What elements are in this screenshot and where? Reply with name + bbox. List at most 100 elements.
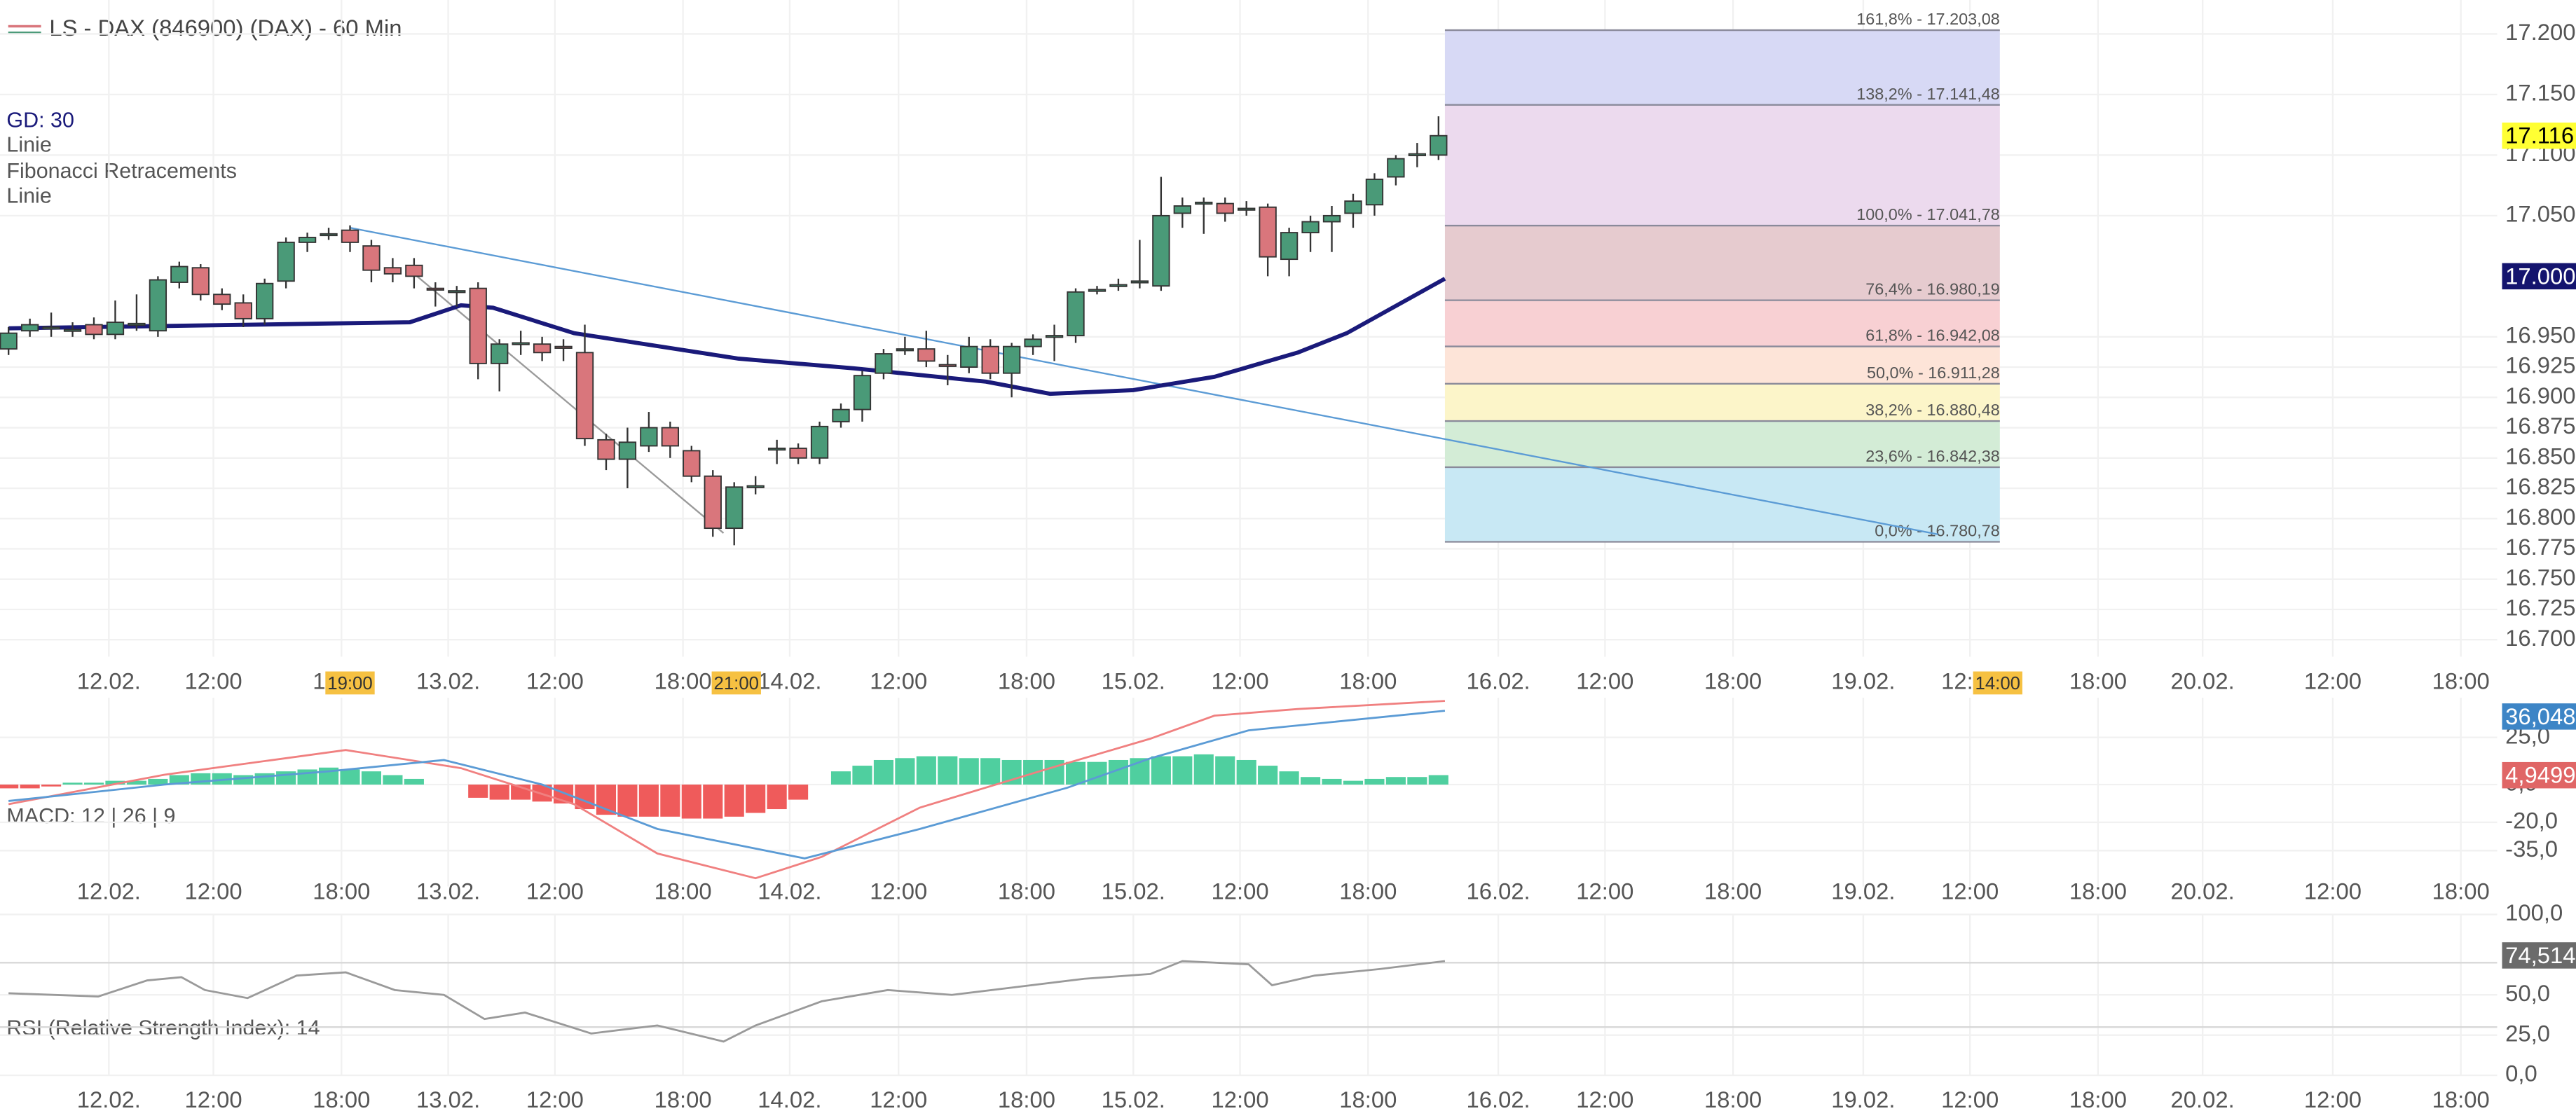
x-tick-label: 18:00 bbox=[1704, 878, 1762, 904]
candle-body bbox=[661, 427, 680, 447]
fib-label: 100,0% - 17.041,78 bbox=[1856, 205, 2000, 223]
trend-line bbox=[409, 269, 725, 534]
x-tick-label: 12:00 bbox=[2304, 1086, 2362, 1112]
x-tick-label: 18:00 bbox=[313, 878, 370, 904]
x-tick-label: 13.02. bbox=[416, 1086, 480, 1112]
y-tick-label: 50,0 bbox=[2505, 980, 2550, 1006]
macd-bar bbox=[1172, 756, 1193, 785]
x-tick-label: 12:00 bbox=[1941, 878, 1999, 904]
candle-body bbox=[426, 287, 444, 291]
x-tick-label: 19.02. bbox=[1831, 878, 1895, 904]
candle-body bbox=[683, 450, 701, 477]
x-tick-label: 18:00 bbox=[2432, 878, 2490, 904]
x-tick-label: 18:00 bbox=[655, 878, 712, 904]
candle-body bbox=[277, 241, 295, 282]
y-tick-label: 17.050 bbox=[2505, 201, 2575, 227]
x-tick-label: 18:00 bbox=[1339, 1086, 1397, 1112]
candle-body bbox=[640, 427, 658, 447]
candle-body bbox=[341, 229, 359, 243]
macd-bar bbox=[1087, 761, 1107, 785]
time-marker-label: 14:00 bbox=[1975, 674, 2020, 693]
x-tick-label: 12:00 bbox=[185, 878, 242, 904]
x-tick-label: 12:00 bbox=[870, 878, 927, 904]
macd-bar bbox=[404, 778, 424, 785]
x-tick-label: 14.02. bbox=[758, 1086, 821, 1112]
x-tick-label: 18:00 bbox=[2069, 1086, 2127, 1112]
price-badge-label: 17.000 bbox=[2505, 263, 2575, 289]
x-tick-label: 12:00 bbox=[870, 668, 927, 694]
macd-bar bbox=[575, 785, 595, 810]
macd-bar bbox=[1343, 780, 1364, 785]
x-tick-label: 16.02. bbox=[1466, 668, 1530, 694]
x-tick-label: 20.02. bbox=[2171, 878, 2235, 904]
macd-bar bbox=[20, 785, 40, 789]
candle-body bbox=[1280, 232, 1299, 261]
chart-title: LS - DAX (846900) (DAX) - 60 Min bbox=[49, 15, 402, 41]
candle-body bbox=[491, 343, 509, 364]
x-tick-label: 12:00 bbox=[2304, 668, 2362, 694]
fib-band bbox=[1444, 467, 2000, 542]
x-tick-label: 12:00 bbox=[1941, 1086, 1999, 1112]
fib-label: 161,8% - 17.203,08 bbox=[1856, 10, 2000, 28]
candle-body bbox=[1301, 221, 1320, 234]
candle-body bbox=[448, 290, 466, 294]
macd-bar bbox=[959, 758, 979, 785]
candle-body bbox=[938, 364, 957, 367]
y-tick-label: -20,0 bbox=[2505, 808, 2558, 834]
x-tick-label: 14.02. bbox=[758, 668, 821, 694]
x-tick-label: 18:00 bbox=[2069, 668, 2127, 694]
fib-band bbox=[1444, 30, 2000, 105]
macd-bar bbox=[767, 785, 787, 810]
macd-bar bbox=[1279, 771, 1299, 785]
macd-bar bbox=[1300, 777, 1321, 785]
y-tick-label: -35,0 bbox=[2505, 836, 2558, 862]
candle-body bbox=[1195, 201, 1213, 205]
candle-body bbox=[725, 486, 744, 530]
x-tick-label: 12:00 bbox=[2304, 878, 2362, 904]
macd-bar bbox=[361, 771, 382, 785]
macd-bar bbox=[41, 785, 62, 787]
fib-label: 61,8% - 16.942,08 bbox=[1865, 326, 2000, 345]
macd-line bbox=[8, 710, 1446, 860]
candle-body bbox=[256, 282, 274, 319]
x-tick-label: 12.02. bbox=[77, 668, 141, 694]
macd-bar bbox=[895, 758, 915, 785]
candle-body bbox=[1238, 207, 1256, 211]
price-badge bbox=[2502, 942, 2576, 969]
macd-bar bbox=[383, 775, 403, 785]
macd-bar bbox=[980, 758, 1001, 785]
macd-bar bbox=[916, 756, 936, 785]
macd-bar bbox=[938, 756, 958, 785]
candle-body bbox=[1067, 291, 1085, 337]
x-tick-label: 12.02. bbox=[77, 878, 141, 904]
x-tick-label: 13.02. bbox=[416, 878, 480, 904]
candle-body bbox=[320, 233, 338, 237]
macd-bar bbox=[468, 785, 488, 798]
fib-band bbox=[1444, 421, 2000, 467]
candle-body bbox=[1322, 214, 1341, 223]
candle-body bbox=[1024, 338, 1042, 347]
x-tick-label: 12:00 bbox=[526, 878, 584, 904]
trend-line bbox=[350, 227, 1938, 535]
y-tick-label: 16.700 bbox=[2505, 625, 2575, 651]
candle-body bbox=[767, 448, 786, 451]
candle-body bbox=[810, 425, 829, 459]
x-tick-label: 12:00 bbox=[1212, 1086, 1269, 1112]
macd-bar bbox=[1151, 756, 1171, 785]
candle-body bbox=[170, 265, 189, 283]
x-tick-label: 13.02. bbox=[416, 668, 480, 694]
candle-body bbox=[128, 322, 146, 326]
x-tick-label: 12.02. bbox=[77, 1086, 141, 1112]
macd-bar bbox=[1364, 778, 1385, 785]
x-tick-label: 12:00 bbox=[1212, 878, 1269, 904]
y-tick-label: 100,0 bbox=[2505, 899, 2563, 925]
candle-body bbox=[746, 485, 765, 488]
macd-line bbox=[8, 700, 1446, 880]
x-tick-label: 18:00 bbox=[1704, 1086, 1762, 1112]
fib-label: 50,0% - 16.911,28 bbox=[1867, 364, 2000, 382]
candle-body bbox=[554, 345, 573, 349]
fib-label: 76,4% - 16.980,19 bbox=[1865, 280, 2000, 298]
candle-body bbox=[1152, 214, 1170, 287]
macd-bar bbox=[638, 785, 659, 817]
macd-bar bbox=[105, 780, 125, 785]
